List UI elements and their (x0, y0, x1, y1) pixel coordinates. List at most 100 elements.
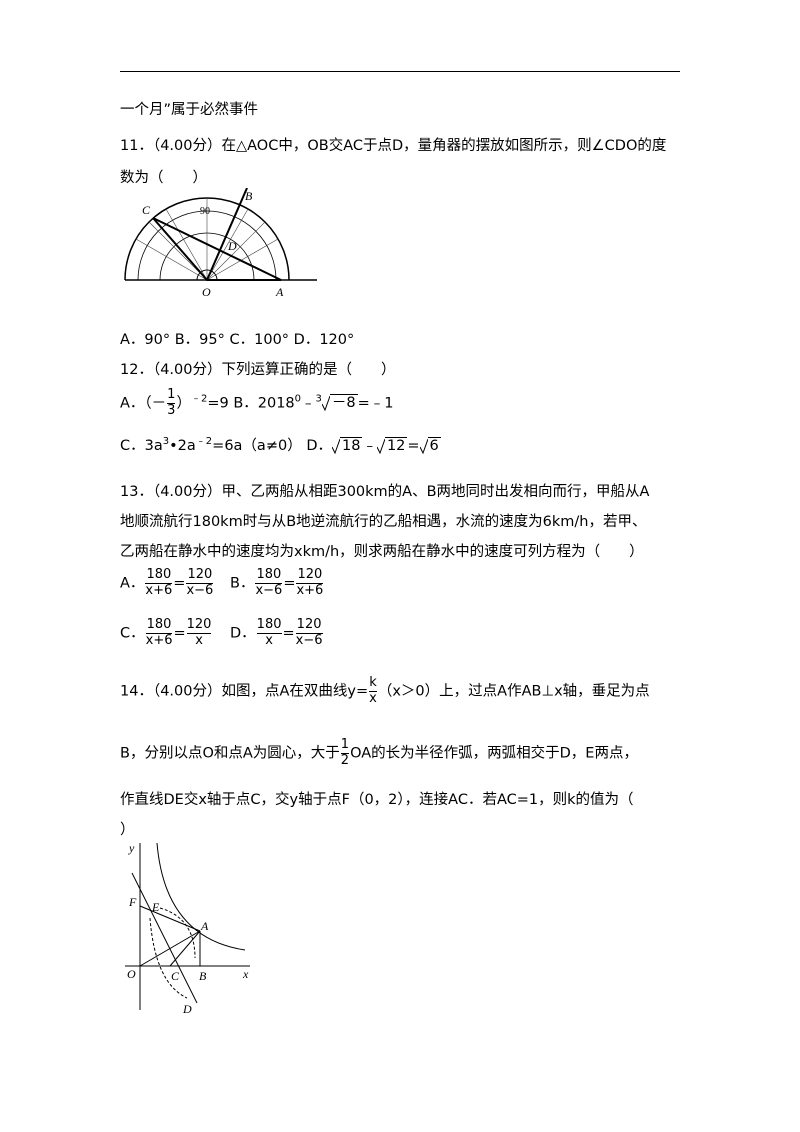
figure-label: F (128, 895, 137, 909)
option-label: D． (230, 625, 256, 642)
numerator: 120 (295, 617, 323, 634)
numerator: 1 (340, 737, 350, 754)
option: A． 180 x+6 = 120 x−6 (120, 567, 214, 599)
text: =6a（a≠0） (212, 437, 302, 454)
numerator: 120 (186, 567, 214, 584)
fraction: 180 x−6 (255, 567, 283, 599)
text: D． (306, 437, 332, 454)
denominator: x (195, 632, 203, 648)
question-stem: 11．（4.00分）在△AOC中，OB交AC于点D，量角器的摆放如图所示，则∠C… (120, 138, 667, 186)
option: C．3a3•2a﹣2=6a（a≠0） D． 18 ﹣ 12 = 6 (120, 432, 441, 455)
option-label: B． (230, 575, 255, 592)
figure-label: A (200, 919, 209, 933)
exponent: ﹣2 (190, 393, 208, 405)
radicand: －8 (329, 394, 358, 412)
denominator: 2 (340, 752, 350, 768)
question-stem: 乙两船在静水中的速度均为xkm/h，则求两船在静水中的速度可列方程为（ ） (120, 544, 644, 560)
denominator: x+6 (145, 632, 173, 648)
text: C．3a (120, 437, 163, 454)
numerator: 120 (296, 567, 324, 584)
numerator: 1 (167, 387, 176, 404)
option: D． 180 x = 120 x−6 (230, 617, 324, 649)
radical (376, 438, 386, 455)
figure-label: D (182, 1002, 192, 1016)
equals: = (173, 625, 186, 642)
text: B，分别以点O和点A为圆心，大于 (120, 745, 340, 762)
numerator: 180 (145, 617, 173, 634)
equals: = (283, 575, 296, 592)
radical (331, 438, 341, 455)
fraction: 180 x+6 (145, 567, 173, 599)
text: ﹣ (301, 395, 316, 412)
fraction: 120 x+6 (296, 567, 324, 599)
text: OA的长为半径作弧，两弧相交于D，E两点， (350, 745, 638, 762)
option: C．100° (229, 332, 290, 348)
exponent: 0 (294, 393, 302, 405)
figure-label: B (199, 969, 207, 983)
equals: = (173, 575, 186, 592)
text: A． (120, 395, 145, 412)
option-label: C． (120, 625, 145, 642)
figure-label: O (127, 967, 136, 981)
radical (321, 396, 331, 412)
option: A．（－ 1 3 ）﹣2=9 B．20180﹣3 －8 =﹣1 (120, 387, 394, 419)
figure-label: A (275, 285, 284, 299)
equals: = (282, 625, 295, 642)
denominator: x−6 (186, 582, 214, 598)
fraction: 180 x (256, 617, 282, 649)
text: =9 (207, 395, 229, 412)
top-rule (120, 71, 680, 72)
figure-label: 90 (200, 206, 210, 217)
numerator: 180 (255, 567, 283, 584)
question-stem: 13．（4.00分）甲、乙两船从相距300km的A、B两地同时出发相向而行，甲船… (120, 484, 650, 500)
figure-label: D (227, 239, 237, 253)
figure-label: E (151, 900, 160, 914)
text: （x＞0）上，过点A作AB⊥x轴，垂足为点 (377, 683, 650, 700)
option-label: A． (120, 575, 145, 592)
option: C． 180 x+6 = 120 x (120, 617, 212, 649)
text: B．2018 (233, 395, 295, 412)
denominator: x+6 (296, 582, 324, 598)
text: = (407, 437, 420, 454)
numerator: 180 (256, 617, 282, 634)
radicand: 6 (427, 436, 441, 454)
text: •2a (169, 437, 196, 454)
denominator: x (369, 690, 377, 706)
numerator: 180 (145, 567, 173, 584)
denominator: x−6 (255, 582, 283, 598)
numerator: k (369, 675, 377, 692)
figure-label: C (142, 203, 151, 217)
question-stem: 14．（4.00分）如图，点A在双曲线y= k x （x＞0）上，过点A作AB⊥x轴，… (120, 675, 650, 707)
option: B．95° (174, 332, 225, 348)
radicand: 18 (339, 436, 363, 454)
radicand: 12 (384, 436, 408, 454)
numerator: 120 (186, 617, 212, 634)
question-stem: 作直线DE交x轴于点C，交y轴于点F（0，2），连接AC．若AC=1，则k的值为… (120, 792, 634, 808)
text: =﹣1 (357, 395, 394, 412)
option: B． 180 x−6 = 120 x+6 (230, 567, 324, 599)
figure-label: y (128, 841, 135, 855)
denominator: x−6 (295, 632, 323, 648)
text: ﹣ (362, 437, 377, 454)
fraction: 120 x−6 (295, 617, 323, 649)
root-index: 3 (315, 393, 322, 405)
figure-label: C (171, 969, 180, 983)
denominator: 3 (167, 402, 176, 418)
fraction: 120 x (186, 617, 212, 649)
exponent: ﹣2 (195, 436, 213, 447)
question-stem: B，分别以点O和点A为圆心，大于 1 2 OA的长为半径作弧，两弧相交于D，E两点， (120, 737, 638, 769)
question-stem: 12．（4.00分）下列运算正确的是（ ） (120, 362, 396, 378)
protractor-figure: C B 90 D O A (124, 188, 317, 299)
question-stem: ） (120, 822, 135, 838)
text: （－ (144, 395, 167, 412)
denominator: x (265, 632, 273, 648)
denominator: x+6 (145, 582, 173, 598)
option: A．90° (120, 332, 171, 348)
figure-label: x (242, 967, 249, 981)
text: 14．（4.00分）如图，点A在双曲线y= (120, 683, 369, 700)
figure-label: O (202, 285, 211, 299)
